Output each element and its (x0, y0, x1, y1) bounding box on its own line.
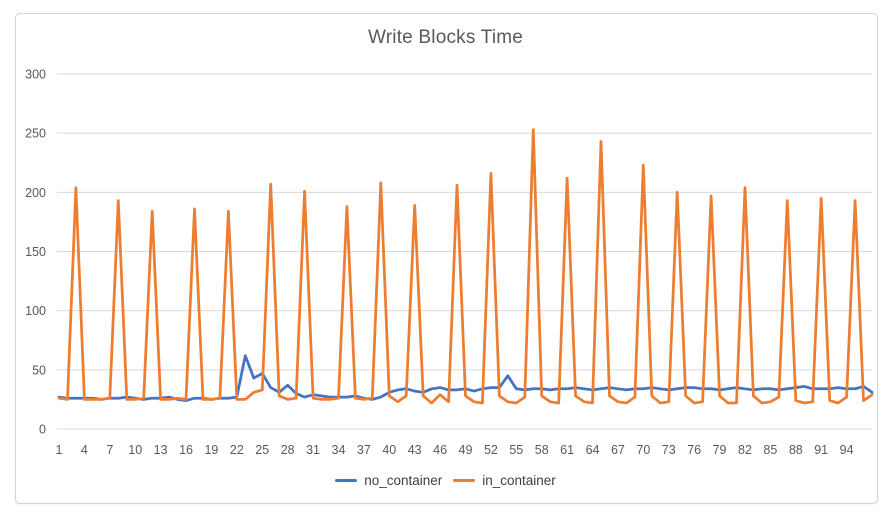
y-tick-label-50: 50 (32, 363, 46, 377)
y-tick-label-100: 100 (25, 304, 46, 318)
x-tick-label-88: 88 (789, 443, 803, 457)
x-tick-label-91: 91 (814, 443, 828, 457)
x-tick-label-37: 37 (357, 443, 371, 457)
x-tick-label-82: 82 (738, 443, 752, 457)
y-tick-label-200: 200 (25, 186, 46, 200)
x-tick-label-40: 40 (382, 443, 396, 457)
chart-card (15, 13, 878, 504)
x-tick-label-31: 31 (306, 443, 320, 457)
x-tick-label-4: 4 (81, 443, 88, 457)
x-tick-label-1: 1 (56, 443, 63, 457)
x-tick-label-85: 85 (763, 443, 777, 457)
legend-label-no-container: no_container (364, 473, 443, 488)
x-tick-label-64: 64 (586, 443, 600, 457)
legend-swatch-no-container-icon (335, 478, 358, 483)
x-tick-label-22: 22 (230, 443, 244, 457)
x-tick-label-19: 19 (204, 443, 218, 457)
x-tick-label-73: 73 (662, 443, 676, 457)
x-tick-label-13: 13 (154, 443, 168, 457)
x-tick-label-49: 49 (459, 443, 473, 457)
x-tick-label-55: 55 (509, 443, 523, 457)
x-tick-label-7: 7 (106, 443, 113, 457)
x-tick-label-79: 79 (713, 443, 727, 457)
series-line-in_container (57, 128, 874, 405)
y-tick-label-150: 150 (25, 245, 46, 259)
x-tick-label-28: 28 (281, 443, 295, 457)
legend-item-no-container: no_container (335, 473, 442, 488)
y-tick-label-0: 0 (39, 423, 46, 437)
x-tick-label-46: 46 (433, 443, 447, 457)
x-tick-label-76: 76 (687, 443, 701, 457)
x-tick-label-70: 70 (636, 443, 650, 457)
x-tick-label-10: 10 (128, 443, 142, 457)
x-tick-label-61: 61 (560, 443, 574, 457)
y-tick-label-300: 300 (25, 68, 46, 82)
chart-title: Write Blocks Time (367, 27, 524, 48)
chart-legend: no_container in_container (15, 473, 876, 488)
legend-label-in-container: in_container (482, 473, 556, 488)
x-tick-label-94: 94 (840, 443, 854, 457)
x-tick-label-43: 43 (408, 443, 422, 457)
x-tick-label-16: 16 (179, 443, 193, 457)
y-tick-label-250: 250 (25, 127, 46, 141)
legend-item-in-container: in_container (453, 473, 556, 488)
x-tick-label-34: 34 (332, 443, 346, 457)
x-tick-label-67: 67 (611, 443, 625, 457)
x-tick-label-25: 25 (255, 443, 269, 457)
x-tick-label-58: 58 (535, 443, 549, 457)
x-tick-label-52: 52 (484, 443, 498, 457)
legend-swatch-in-container-icon (453, 478, 476, 483)
